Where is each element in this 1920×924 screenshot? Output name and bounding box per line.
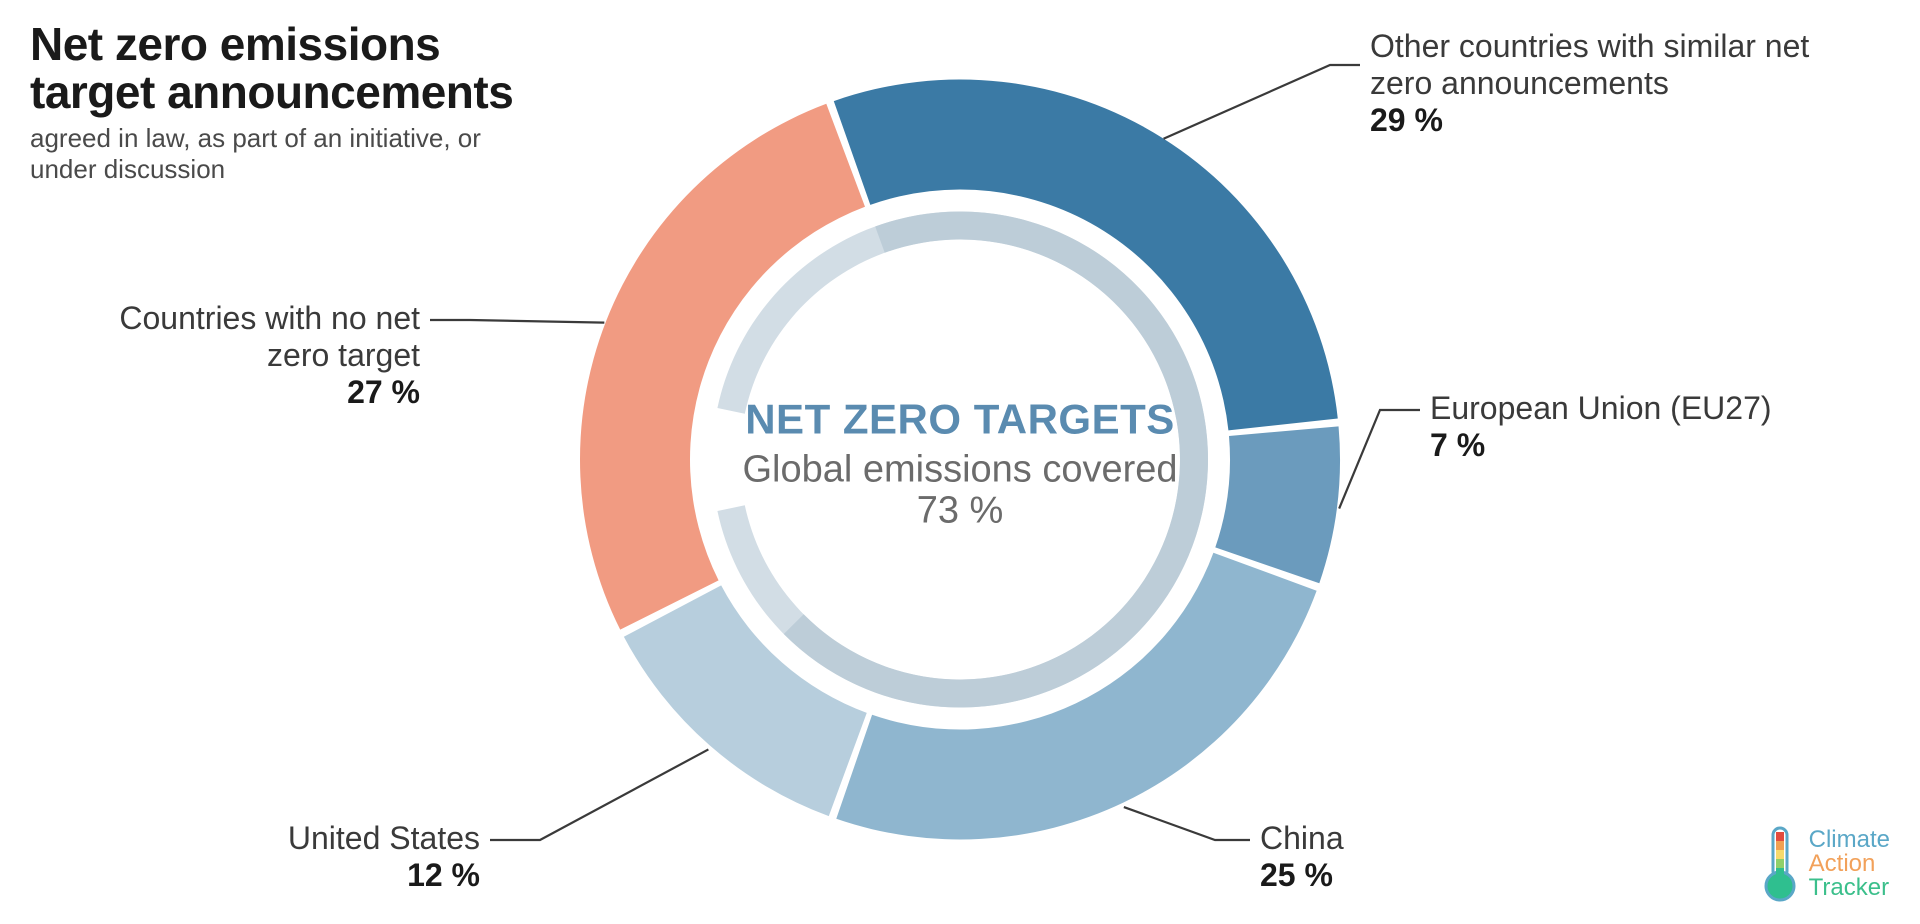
- label-eu-text: European Union (EU27): [1430, 390, 1772, 426]
- logo-line1: Climate: [1809, 828, 1890, 852]
- donut-center-text: NET ZERO TARGETS Global emissions covere…: [740, 397, 1180, 533]
- label-other-countries: Other countries with similar net zero an…: [1370, 28, 1870, 138]
- center-heading: NET ZERO TARGETS: [740, 397, 1180, 441]
- thermometer-icon: [1761, 824, 1799, 904]
- chart-title: Net zero emissions target announcements: [30, 20, 550, 117]
- center-subheading: Global emissions covered: [740, 449, 1180, 491]
- label-china-text: China: [1260, 820, 1344, 856]
- label-china-pct: 25 %: [1260, 857, 1333, 893]
- logo-line3: Tracker: [1809, 876, 1890, 900]
- label-other-pct: 29 %: [1370, 102, 1443, 138]
- label-none-pct: 27 %: [347, 374, 420, 410]
- label-china: China 25 %: [1260, 820, 1560, 894]
- label-us-text: United States: [288, 820, 480, 856]
- stage: Net zero emissions target announcements …: [0, 0, 1920, 924]
- label-united-states: United States 12 %: [120, 820, 480, 894]
- logo-text: Climate Action Tracker: [1809, 828, 1890, 900]
- climate-action-tracker-logo: Climate Action Tracker: [1761, 824, 1890, 904]
- center-percent: 73 %: [740, 491, 1180, 533]
- label-none-text: Countries with no net zero target: [119, 300, 420, 373]
- label-no-target: Countries with no net zero target 27 %: [60, 300, 420, 410]
- slice-none: [580, 104, 865, 630]
- label-us-pct: 12 %: [407, 857, 480, 893]
- logo-line2: Action: [1809, 852, 1890, 876]
- label-eu27: European Union (EU27) 7 %: [1430, 390, 1890, 464]
- donut-chart: NET ZERO TARGETS Global emissions covere…: [510, 10, 1410, 915]
- label-eu-pct: 7 %: [1430, 427, 1485, 463]
- label-other-text: Other countries with similar net zero an…: [1370, 28, 1809, 101]
- slice-eu27: [1215, 426, 1340, 583]
- slice-us: [624, 585, 867, 816]
- title-block: Net zero emissions target announcements …: [30, 20, 550, 185]
- chart-subtitle: agreed in law, as part of an initiative,…: [30, 123, 550, 185]
